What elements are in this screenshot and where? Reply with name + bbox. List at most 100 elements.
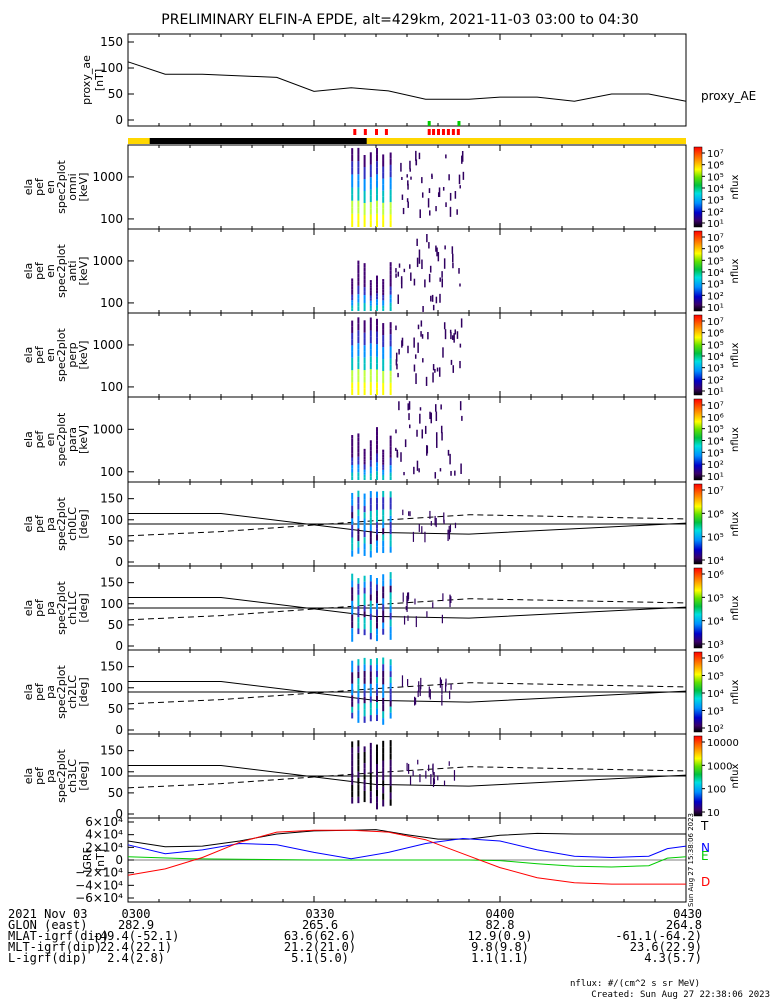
ch3LC-spec-cell xyxy=(412,770,414,777)
omni-spec-cell xyxy=(382,172,385,179)
para-spec-cell xyxy=(400,452,402,462)
anti-spec-cell xyxy=(389,282,392,287)
anti-spec-cell xyxy=(429,265,432,273)
para-spec-cell xyxy=(376,449,378,454)
orbit-marker-red xyxy=(451,129,455,135)
omni-spec-cell xyxy=(402,207,405,215)
anti-spec-cell xyxy=(376,305,378,309)
omni-ylabel: omni xyxy=(66,173,79,200)
igrf-legend-E: E xyxy=(701,849,709,863)
ch0LC-spec-cell xyxy=(376,540,378,547)
perp-spec-cell xyxy=(382,353,385,360)
ch0LC-spec-cell xyxy=(382,515,385,523)
ch1LC-ytick-label: 0 xyxy=(115,639,123,653)
ch2LC-spec-cell xyxy=(389,665,392,672)
perp-spec-cell xyxy=(420,331,422,337)
para-cb-label: 10³ xyxy=(707,448,724,459)
ch2LC-spec-cell xyxy=(363,670,366,678)
ch1LC-spec-cell xyxy=(363,587,366,594)
para-spec-cell xyxy=(351,457,354,462)
ch1LC-spec-cell xyxy=(415,616,417,628)
ch2LC-spec-cell xyxy=(357,703,360,711)
perp-spec-cell xyxy=(432,364,435,371)
anti-spec-cell xyxy=(435,245,437,252)
perp-spec-cell xyxy=(417,342,419,353)
omni-spec-cell xyxy=(409,160,411,170)
omni-ytick-label: 100 xyxy=(100,212,123,226)
anti-spec-cell xyxy=(369,280,372,283)
anti-cb-label: 10² xyxy=(707,291,724,302)
omni-ylabel: pef xyxy=(33,177,46,196)
omni-spec-cell xyxy=(431,175,433,180)
para-spec-cell xyxy=(357,448,360,453)
ch0LC-spec-cell xyxy=(363,512,366,519)
perp-spec-cell xyxy=(369,388,372,395)
omni-spec-cell xyxy=(376,147,378,155)
ch1LC-spec-cell xyxy=(357,617,360,623)
perp-spec-cell xyxy=(357,388,360,395)
orbit-bar-eclipse xyxy=(149,138,367,144)
perp-spec-cell xyxy=(389,340,392,347)
para-spec-cell xyxy=(382,477,385,480)
omni-spec-cell xyxy=(382,220,385,227)
ch3LC-ylabel: pa xyxy=(44,769,57,783)
omni-spec-cell xyxy=(369,208,372,215)
ch0LC-ylabel: pef xyxy=(33,514,46,533)
anti-spec-cell xyxy=(382,279,385,282)
omni-panel-frame xyxy=(127,144,687,230)
para-ylabel: [keV] xyxy=(77,425,90,454)
anti-spec-cell xyxy=(397,271,400,277)
omni-spec-cell xyxy=(369,189,372,196)
ch2LC-spec-cell xyxy=(357,684,360,692)
ch3LC-spec-cell xyxy=(382,786,385,794)
ch1LC-spec-cell xyxy=(389,626,392,634)
anti-spec-cell xyxy=(363,279,366,284)
ch1LC-cb-label: 10³ xyxy=(707,640,724,651)
ch0LC-spec-cell xyxy=(376,509,378,517)
ch0LC-spec-cell xyxy=(369,504,372,511)
ch0LC-spec-cell xyxy=(421,526,423,534)
anti-spec-cell xyxy=(376,290,378,294)
omni-spec-cell xyxy=(369,220,372,227)
perp-spec-cell xyxy=(397,372,399,378)
para-spec-cell xyxy=(398,401,400,411)
omni-spec-cell xyxy=(351,167,354,175)
omni-spec-cell xyxy=(431,173,433,177)
ch3LC-spec-cell xyxy=(382,780,385,787)
para-spec-cell xyxy=(369,473,372,477)
para-spec-cell xyxy=(389,435,392,440)
anti-spec-cell xyxy=(424,279,426,288)
omni-spec-cell xyxy=(376,180,378,188)
perp-spec-cell xyxy=(357,317,360,324)
ch3LC-spec-cell xyxy=(363,757,366,764)
ch2LC-spec-cell xyxy=(441,684,443,695)
para-spec-cell xyxy=(382,459,385,463)
ch2LC-spec-cell xyxy=(389,700,392,707)
anti-spec-cell xyxy=(444,245,446,250)
ch2LC-ytick-label: 0 xyxy=(115,723,123,737)
ch2LC-spec-cell xyxy=(382,684,385,692)
ch1LC-spec-cell xyxy=(376,615,378,623)
para-spec-cell xyxy=(440,425,443,434)
perp-spec-cell xyxy=(351,388,354,395)
para-spec-cell xyxy=(376,466,378,472)
ch1LC-spec-cell xyxy=(376,622,378,629)
para-spec-cell xyxy=(461,415,463,421)
ch1LC-spec-cell xyxy=(414,598,416,605)
ch0LC-spec-cell xyxy=(363,537,366,544)
anti-spec-cell xyxy=(403,268,406,273)
ch2LC-spec-cell xyxy=(441,694,443,706)
ch1LC-ytick-label: 50 xyxy=(108,618,123,632)
anti-spec-cell xyxy=(376,302,378,306)
omni-cb-label: 10⁴ xyxy=(707,184,724,195)
omni-spec-cell xyxy=(363,161,366,168)
footer-row-value: 23.6(22.9) xyxy=(630,940,702,954)
perp-spec-cell xyxy=(363,320,366,327)
ch2LC-spec-cell xyxy=(369,690,372,697)
omni-spec-cell xyxy=(363,185,366,192)
para-spec-cell xyxy=(408,401,411,410)
omni-spec-cell xyxy=(382,196,385,203)
perp-spec-cell xyxy=(363,370,366,377)
omni-cb-label: 10³ xyxy=(707,196,724,207)
ch1LC-spec-cell xyxy=(382,574,385,581)
